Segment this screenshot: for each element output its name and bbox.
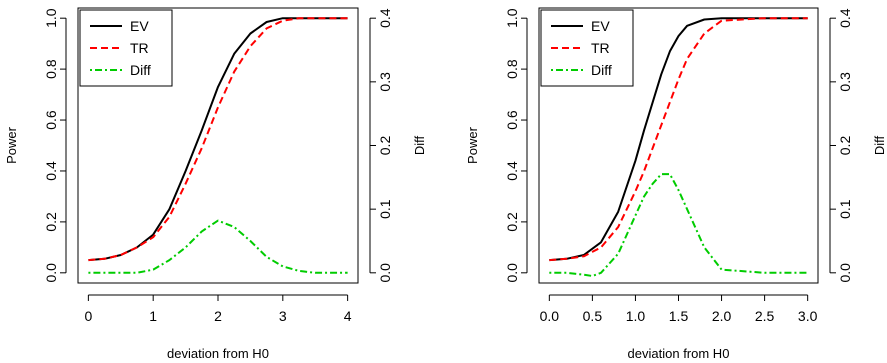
panel-1-x-tick-label: 3 [279,308,287,324]
panel-1-y-tick-label: 0.8 [43,59,59,79]
panel-2-x-tick-label: 0.0 [540,308,560,324]
panel-2-y-right-tick-label: 0.0 [837,263,853,283]
panel-2-x-tick-label: 2.5 [755,308,775,324]
panel-1-y-right-tick-label: 0.3 [377,72,393,92]
panel-1-x-tick-label: 1 [149,308,157,324]
panel-2-legend-label-diff: Diff [591,62,612,78]
panel-2-legend-label-tr: TR [591,40,610,56]
panel-2-y-right-tick-label: 0.2 [837,136,853,156]
panel-2-plot-box [538,7,819,284]
panel-1-y-axis-title: Power [4,126,19,164]
panel-1-y-tick-label: 0.4 [43,161,59,181]
panel-1-series-diff [88,219,348,274]
panel-2-y-right-axis-title: Diff [872,135,887,155]
panel-1-y-right-tick-label: 0.0 [377,263,393,283]
panel-2: 0.0 0.5 1.0 1.5 2.0 2.5 3.0 deviation from H0 0.… [465,7,887,361]
panel-1: 0 1 2 3 4 deviation from H0 0.0 0.2 0.4 0.6 0.8 1.0… [4,7,427,361]
panel-2-y-right-tick-label: 0.4 [837,8,853,28]
panel-1-legend-label-diff: Diff [130,62,151,78]
panel-2-y-tick-label: 1.0 [504,8,520,28]
panel-2-x-axis-title: deviation from H0 [628,346,730,361]
panel-1-y-tick-label: 0.0 [43,263,59,283]
panel-2-y-tick-label: 0.6 [504,110,520,130]
panel-1-y-right-axis-title: Diff [412,135,427,155]
panel-2-x-tick-label: 0.5 [583,308,603,324]
panel-1-x-tick-label: 2 [214,308,222,324]
panel-1-plot-box [77,7,359,284]
panel-1-y-right-tick-label: 0.1 [377,199,393,219]
panel-1-y-tick-label: 1.0 [43,8,59,28]
panel-1-legend-label-tr: TR [130,40,149,56]
panel-1-x-tick-label: 0 [84,308,92,324]
panel-1-x-tick-label: 4 [344,308,352,324]
panel-2-x-tick-label: 1.5 [669,308,689,324]
panel-1-x-axis-title: deviation from H0 [167,346,269,361]
panel-2-y-tick-label: 0.8 [504,59,520,79]
panel-1-y-tick-label: 0.6 [43,110,59,130]
panel-2-x-tick-label: 2.0 [712,308,732,324]
panel-2-series-diff [549,173,808,277]
panel-1-legend-label-ev: EV [130,18,149,34]
panel-2-y-right-tick-label: 0.1 [837,199,853,219]
panel-2-series-tr [549,17,808,262]
panel-1-y-right-tick-label: 0.2 [377,136,393,156]
panel-2-legend: EV TR Diff [540,9,634,87]
panel-2-y-tick-label: 0.0 [504,263,520,283]
panel-2-legend-label-ev: EV [591,18,610,34]
panel-1-y-tick-label: 0.2 [43,212,59,232]
panel-2-x-tick-label: 1.0 [626,308,646,324]
panel-2-y-right-tick-label: 0.3 [837,72,853,92]
panel-1-legend: EV TR Diff [79,9,173,87]
panel-2-y-axis-title: Power [465,126,480,164]
panel-2-series-ev [549,17,808,262]
panel-1-series-tr [88,17,348,262]
panel-2-y-tick-label: 0.4 [504,161,520,181]
panel-1-y-right-tick-label: 0.4 [377,8,393,28]
panel-2-x-tick-label: 3.0 [798,308,818,324]
panel-2-y-tick-label: 0.2 [504,212,520,232]
